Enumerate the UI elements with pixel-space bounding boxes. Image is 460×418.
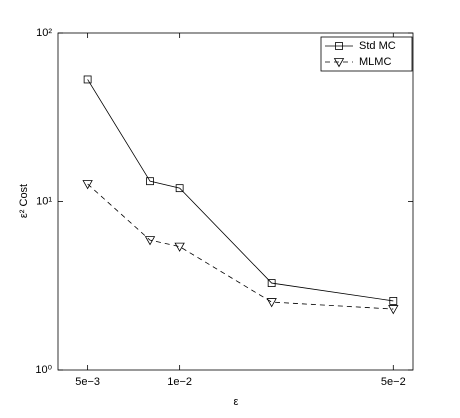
- marker: [83, 75, 92, 84]
- x-tick-label: 1e−2: [167, 376, 192, 388]
- y-tick-label: 10⁰: [35, 364, 52, 376]
- legend-label: MLMC: [359, 56, 391, 68]
- marker: [144, 236, 156, 246]
- series-line: [87, 183, 394, 310]
- marker: [267, 279, 276, 287]
- y-tick-label: 10¹: [36, 195, 52, 207]
- x-tick-label: 5e−3: [75, 376, 100, 388]
- x-axis-label: ε: [234, 396, 239, 408]
- marker: [389, 297, 398, 305]
- marker: [266, 298, 277, 308]
- plot-frame: [57, 32, 414, 371]
- marker: [175, 184, 184, 193]
- y-tick-label: 10²: [36, 27, 52, 39]
- marker: [335, 42, 343, 50]
- marker: [146, 177, 154, 186]
- x-tick-label: 5e−2: [381, 376, 406, 388]
- marker: [82, 180, 93, 190]
- series-line: [87, 79, 394, 302]
- marker: [333, 58, 345, 68]
- marker: [174, 242, 185, 252]
- legend-label: Std MC: [359, 40, 396, 52]
- y-axis-label: ε² Cost: [18, 184, 30, 218]
- marker: [388, 305, 399, 315]
